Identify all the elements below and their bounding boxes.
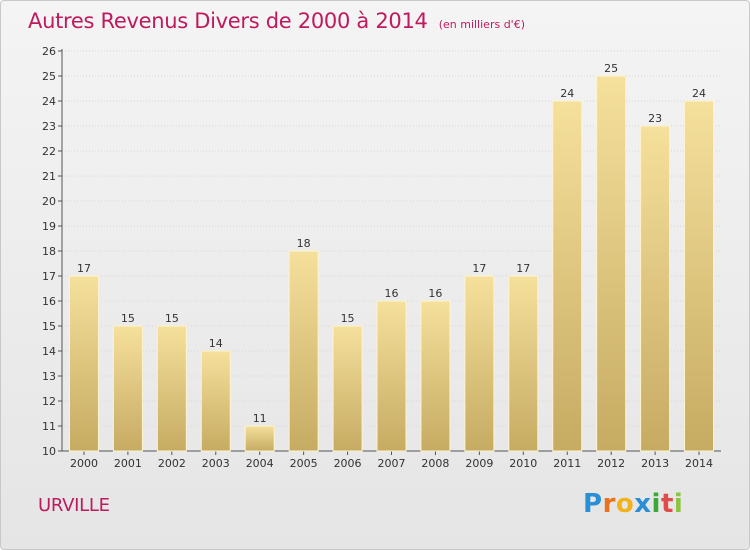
brand-letter: t	[660, 489, 674, 519]
x-tick-label: 2005	[290, 457, 318, 470]
chart-subtitle: (en milliers d'€)	[438, 18, 525, 31]
x-tick-label: 2013	[641, 457, 669, 470]
data-label: 24	[692, 87, 706, 100]
data-label: 14	[209, 337, 223, 350]
y-tick-label: 12	[42, 395, 56, 408]
x-tick-label: 2014	[685, 457, 713, 470]
y-tick-label: 22	[42, 145, 56, 158]
data-label: 15	[121, 312, 135, 325]
y-tick-label: 10	[42, 445, 56, 458]
y-tick-label: 26	[42, 45, 56, 58]
x-tick-label: 2001	[114, 457, 142, 470]
bar	[420, 300, 451, 452]
data-label: 15	[165, 312, 179, 325]
bar	[508, 275, 539, 452]
brand-letter: o	[615, 489, 635, 519]
brand-letter: i	[673, 489, 684, 519]
data-label: 17	[516, 262, 530, 275]
brand-letter: x	[634, 489, 652, 519]
brand-letter: P	[583, 489, 603, 519]
bar	[684, 100, 715, 452]
y-tick-label: 21	[42, 170, 56, 183]
bar	[288, 250, 319, 452]
data-label: 24	[560, 87, 574, 100]
data-label: 23	[648, 112, 662, 125]
data-label: 15	[341, 312, 355, 325]
y-tick-label: 16	[42, 295, 56, 308]
data-label: 17	[77, 262, 91, 275]
x-tick-label: 2003	[202, 457, 230, 470]
x-tick-label: 2004	[246, 457, 274, 470]
bar	[112, 325, 143, 452]
data-label: 11	[253, 412, 267, 425]
bar	[376, 300, 407, 452]
x-tick-label: 2010	[509, 457, 537, 470]
y-tick-label: 15	[42, 320, 56, 333]
brand-letter: r	[602, 489, 616, 519]
y-tick-label: 17	[42, 270, 56, 283]
bar	[640, 125, 671, 452]
bar	[244, 425, 275, 452]
bar	[68, 275, 99, 452]
bar	[552, 100, 583, 452]
y-tick-label: 11	[42, 420, 56, 433]
data-label: 18	[297, 237, 311, 250]
x-tick-label: 2006	[334, 457, 362, 470]
bars	[68, 75, 715, 452]
x-tick-label: 2012	[597, 457, 625, 470]
bar	[332, 325, 363, 452]
x-tick-label: 2000	[70, 457, 98, 470]
brand-letter: i	[651, 489, 661, 519]
x-tick-label: 2009	[465, 457, 493, 470]
y-tick-label: 14	[42, 345, 56, 358]
y-tick-label: 24	[42, 95, 56, 108]
data-label: 25	[604, 62, 618, 75]
x-tick-label: 2002	[158, 457, 186, 470]
x-tick-label: 2011	[553, 457, 581, 470]
data-label: 16	[385, 287, 399, 300]
data-label: 16	[428, 287, 442, 300]
chart-title: Autres Revenus Divers de 2000 à 2014	[28, 9, 428, 33]
bar	[464, 275, 495, 452]
y-tick-label: 25	[42, 70, 56, 83]
y-tick-label: 23	[42, 120, 56, 133]
data-label: 17	[472, 262, 486, 275]
bar	[156, 325, 187, 452]
bar	[200, 350, 231, 452]
x-tick-label: 2008	[421, 457, 449, 470]
place-name: URVILLE	[38, 495, 110, 516]
y-tick-label: 13	[42, 370, 56, 383]
y-tick-label: 19	[42, 220, 56, 233]
brand-logo: Proxiti	[583, 489, 683, 519]
labels: 10 11 12 13 14 15 16 17 18 19 20 21 22 23 24 25 26 2000 17…	[42, 45, 713, 470]
y-tick-label: 18	[42, 245, 56, 258]
x-tick-label: 2007	[378, 457, 406, 470]
bar	[596, 75, 627, 452]
chart-title-block: Autres Revenus Divers de 2000 à 2014 (en…	[28, 9, 525, 33]
y-tick-label: 20	[42, 195, 56, 208]
